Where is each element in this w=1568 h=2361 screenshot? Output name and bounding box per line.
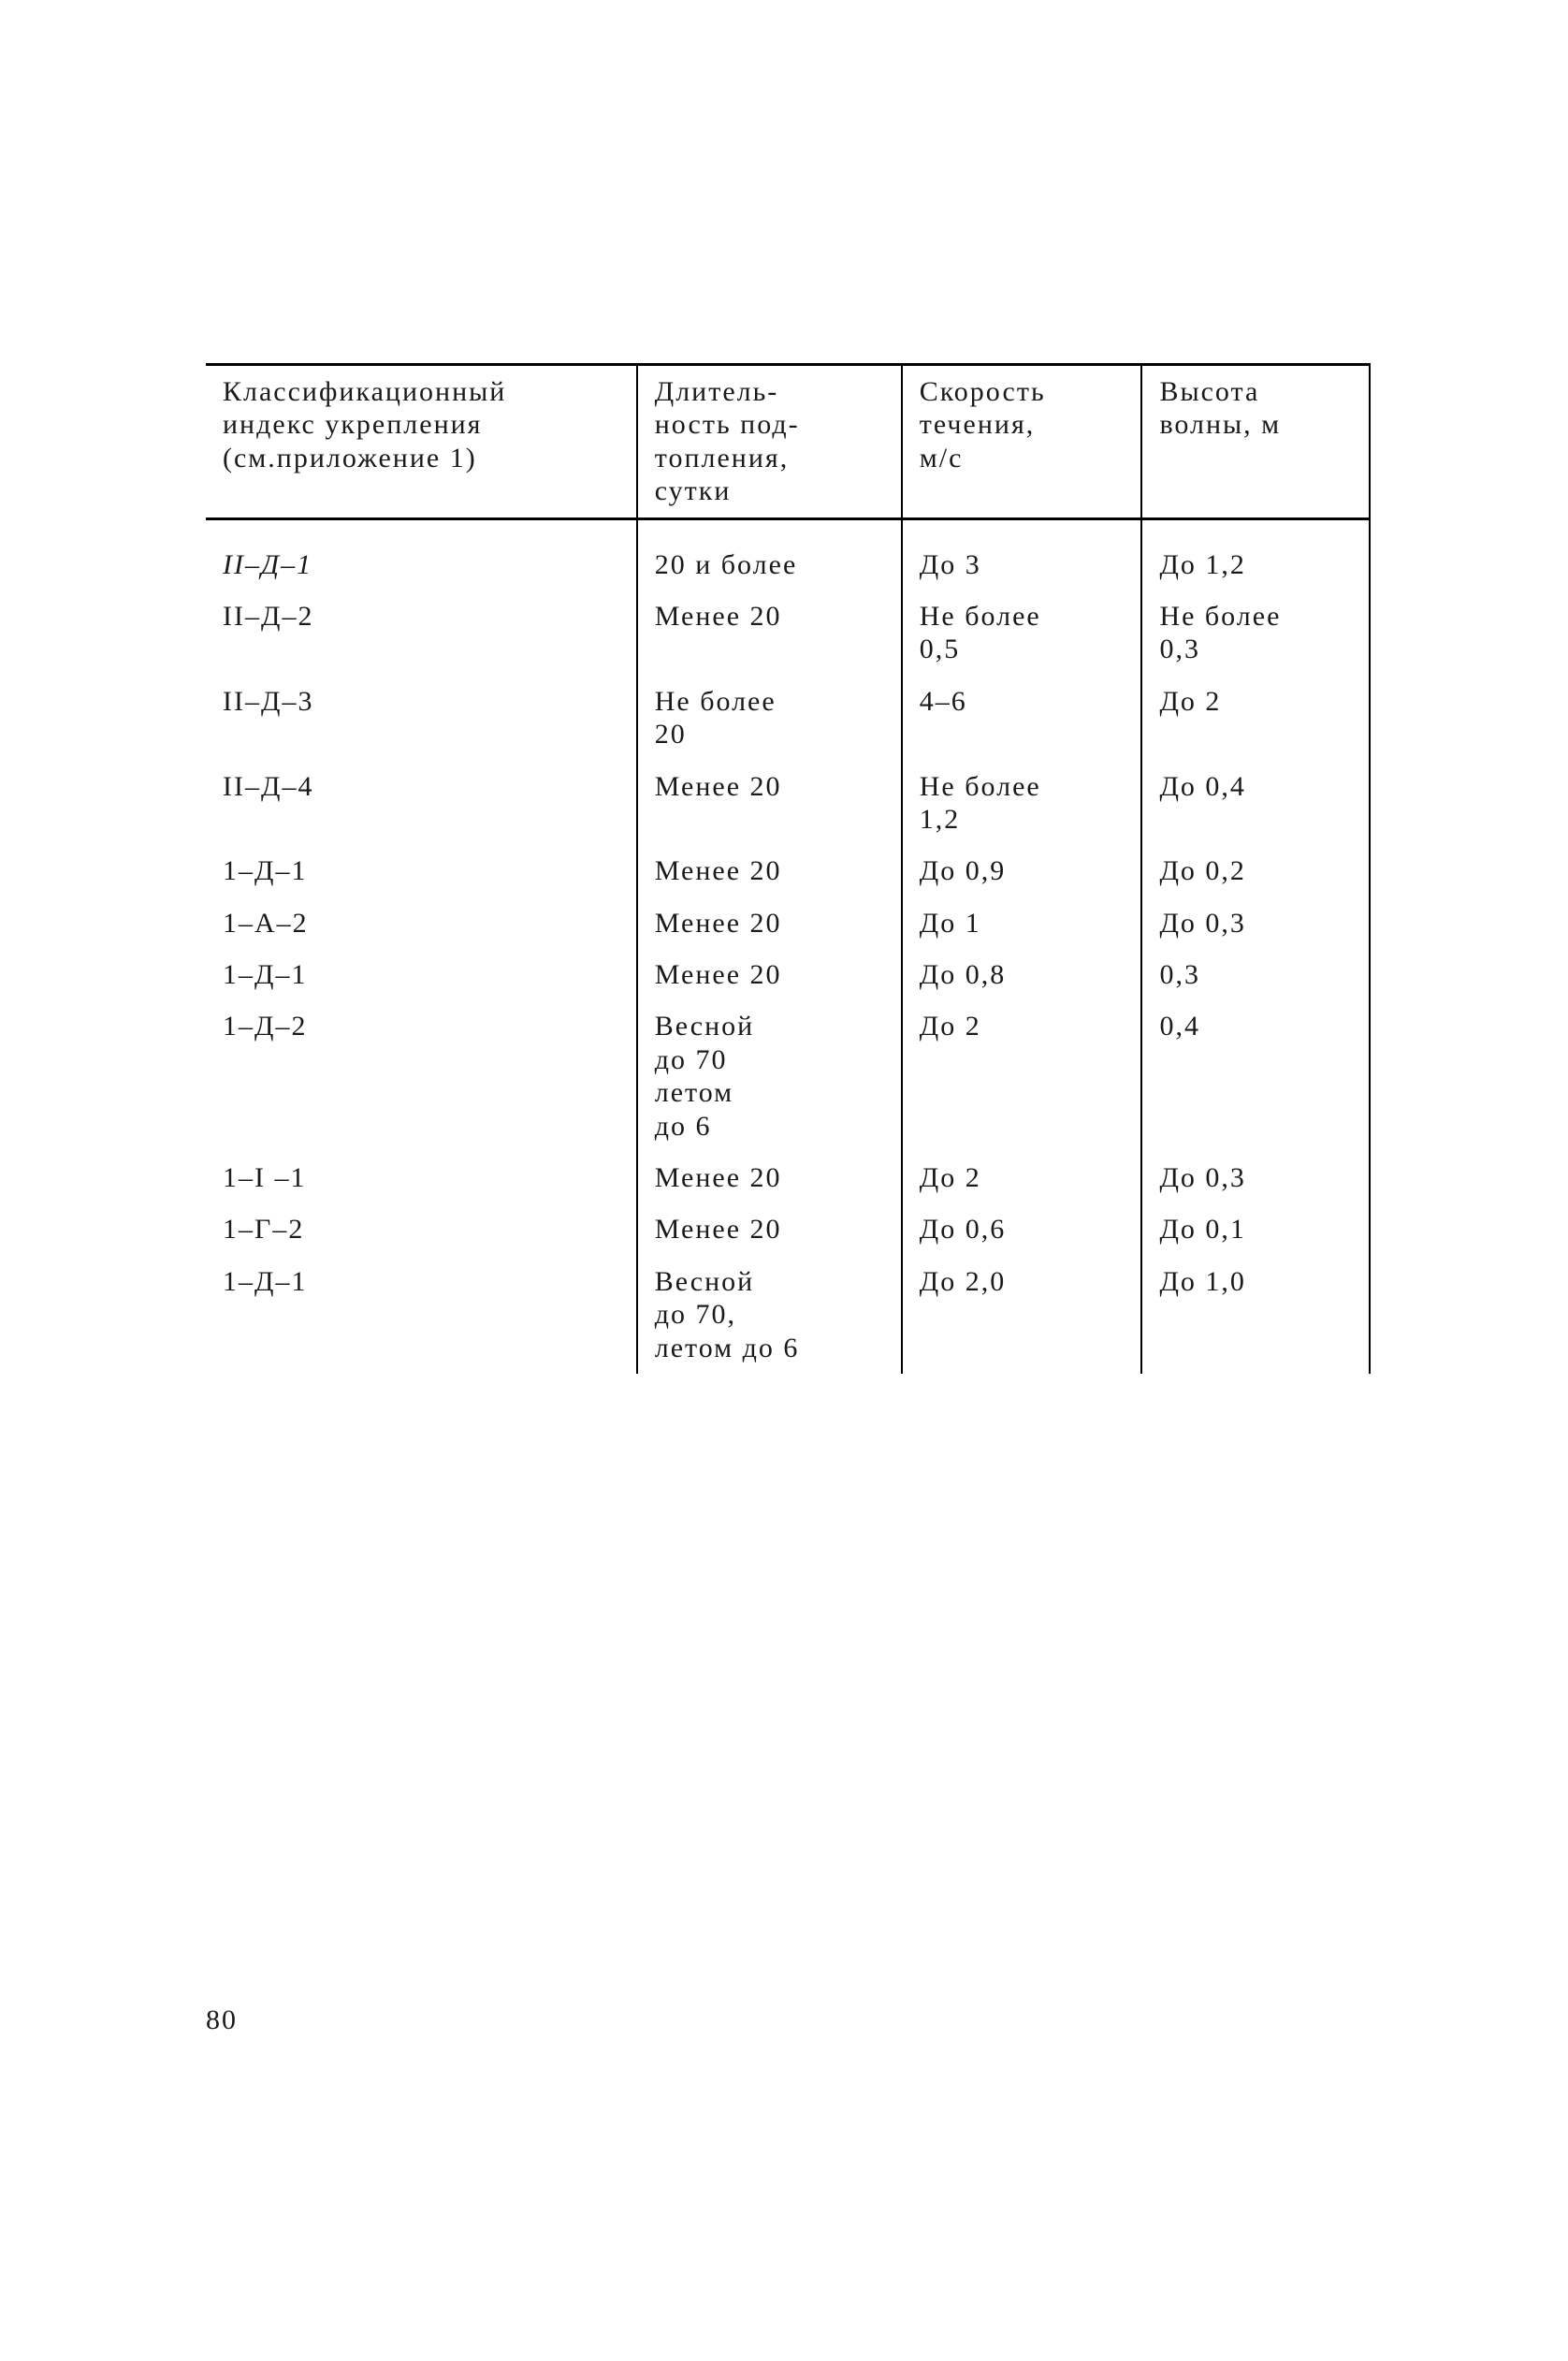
table-row: 1–Д–1Менее 20До 0,80,3: [206, 949, 1370, 1000]
table-container: Классификационный индекс укрепления (см.…: [206, 363, 1371, 1374]
classification-table: Классификационный индекс укрепления (см.…: [206, 363, 1371, 1374]
cell-flow-speed: До 0,9: [902, 845, 1142, 896]
cell-flow-speed: До 3: [902, 518, 1142, 590]
cell-flow-speed: До 2: [902, 1000, 1142, 1152]
cell-index: 1–Д–1: [206, 845, 637, 896]
cell-flow-speed: Не более 0,5: [902, 590, 1142, 676]
cell-wave-height: До 0,3: [1141, 897, 1370, 949]
cell-duration: Менее 20: [637, 761, 902, 846]
cell-wave-height: 0,3: [1141, 949, 1370, 1000]
cell-index: II–Д–3: [206, 676, 637, 761]
table-row: II–Д–4Менее 20Не более 1,2До 0,4: [206, 761, 1370, 846]
page-number: 80: [206, 2004, 238, 2036]
cell-wave-height: 0,4: [1141, 1000, 1370, 1152]
cell-flow-speed: До 2,0: [902, 1256, 1142, 1374]
cell-flow-speed: Не более 1,2: [902, 761, 1142, 846]
cell-index: II–Д–1: [206, 518, 637, 590]
cell-index: 1–Д–1: [206, 1256, 637, 1374]
table-row: 1–Д–1Весной до 70, летом до 6До 2,0До 1,…: [206, 1256, 1370, 1374]
cell-flow-speed: 4–6: [902, 676, 1142, 761]
cell-duration: Менее 20: [637, 590, 902, 676]
cell-duration: Менее 20: [637, 845, 902, 896]
cell-flow-speed: До 0,6: [902, 1203, 1142, 1255]
cell-duration: Весной до 70, летом до 6: [637, 1256, 902, 1374]
cell-wave-height: До 0,4: [1141, 761, 1370, 846]
table-row: 1–А–2Менее 20До 1До 0,3: [206, 897, 1370, 949]
table-row: II–Д–3Не более 204–6До 2: [206, 676, 1370, 761]
cell-index: II–Д–2: [206, 590, 637, 676]
cell-duration: 20 и более: [637, 518, 902, 590]
cell-wave-height: До 1,2: [1141, 518, 1370, 590]
cell-index: II–Д–4: [206, 761, 637, 846]
table-header: Классификационный индекс укрепления (см.…: [206, 365, 1370, 519]
col-header-flow-speed: Скорость течения, м/с: [902, 365, 1142, 519]
table-row: 1–Д–1Менее 20До 0,9До 0,2: [206, 845, 1370, 896]
cell-index: 1–А–2: [206, 897, 637, 949]
table-row: 1–Д–2Весной до 70 летом до 6До 20,4: [206, 1000, 1370, 1152]
table-row: II–Д–2Менее 20Не более 0,5Не более 0,3: [206, 590, 1370, 676]
table-row: II–Д–120 и болееДо 3До 1,2: [206, 518, 1370, 590]
cell-wave-height: До 2: [1141, 676, 1370, 761]
cell-wave-height: До 0,2: [1141, 845, 1370, 896]
cell-wave-height: До 0,3: [1141, 1152, 1370, 1203]
cell-wave-height: Не более 0,3: [1141, 590, 1370, 676]
header-row: Классификационный индекс укрепления (см.…: [206, 365, 1370, 519]
cell-flow-speed: До 1: [902, 897, 1142, 949]
col-header-duration: Длитель- ность под- топления, сутки: [637, 365, 902, 519]
cell-flow-speed: До 2: [902, 1152, 1142, 1203]
cell-index: 1–Г–2: [206, 1203, 637, 1255]
cell-index: 1–Д–1: [206, 949, 637, 1000]
cell-duration: Менее 20: [637, 1152, 902, 1203]
cell-wave-height: До 0,1: [1141, 1203, 1370, 1255]
table-row: 1–I –1Менее 20До 2До 0,3: [206, 1152, 1370, 1203]
table-row: 1–Г–2Менее 20До 0,6До 0,1: [206, 1203, 1370, 1255]
cell-flow-speed: До 0,8: [902, 949, 1142, 1000]
col-header-wave-height: Высота волны, м: [1141, 365, 1370, 519]
cell-duration: Менее 20: [637, 949, 902, 1000]
table-body: II–Д–120 и болееДо 3До 1,2II–Д–2Менее 20…: [206, 518, 1370, 1374]
cell-duration: Весной до 70 летом до 6: [637, 1000, 902, 1152]
cell-duration: Менее 20: [637, 897, 902, 949]
cell-wave-height: До 1,0: [1141, 1256, 1370, 1374]
cell-duration: Не более 20: [637, 676, 902, 761]
col-header-index: Классификационный индекс укрепления (см.…: [206, 365, 637, 519]
page: Классификационный индекс укрепления (см.…: [0, 0, 1568, 2361]
cell-index: 1–Д–2: [206, 1000, 637, 1152]
cell-index: 1–I –1: [206, 1152, 637, 1203]
cell-duration: Менее 20: [637, 1203, 902, 1255]
